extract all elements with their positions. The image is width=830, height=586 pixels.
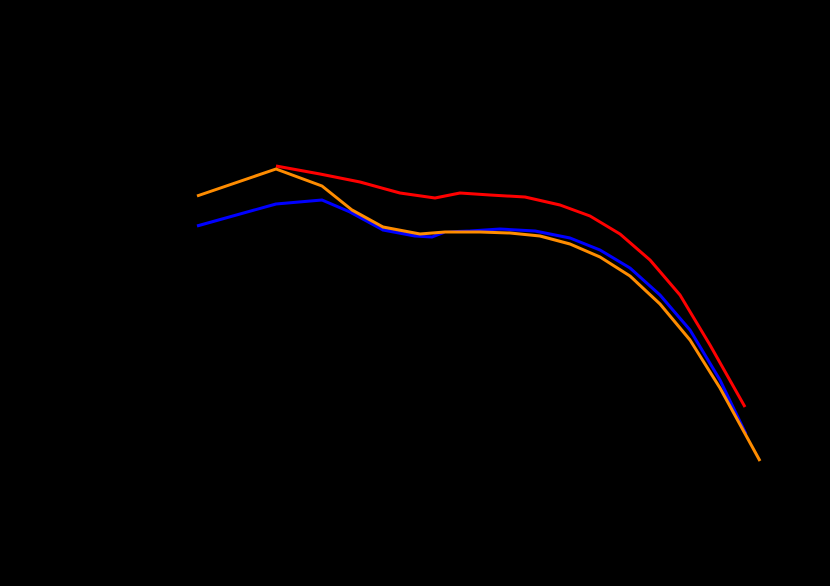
series-group [196,164,762,462]
series-line-blue [196,198,748,435]
series-line-red [275,164,747,408]
series-line-orange [196,167,762,462]
